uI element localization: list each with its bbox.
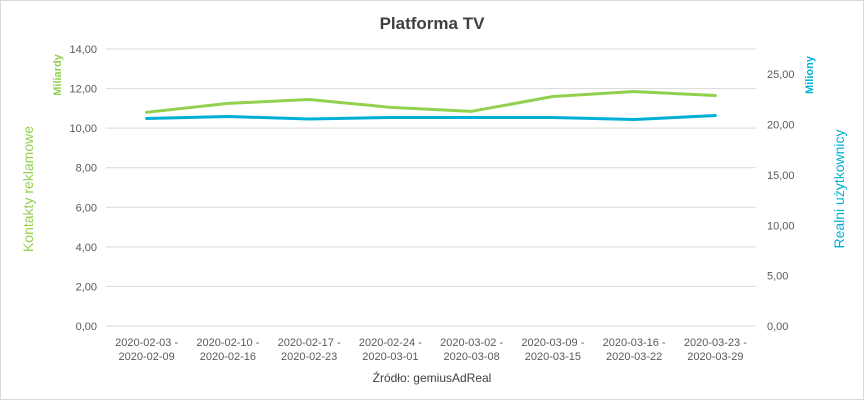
y-right-tick-label: 5,00 (767, 271, 788, 283)
y-right-tick-label: 25,00 (767, 69, 795, 81)
x-tick-label-line: 2020-03-16 - (603, 337, 666, 349)
series-line-right (145, 113, 717, 122)
x-tick-label-line: 2020-03-09 - (521, 337, 584, 349)
x-tick-label-line: 2020-02-23 (281, 351, 337, 363)
y-axis-right-ticks: 0,00 5,00 10,00 15,00 20,00 25,00 (767, 69, 795, 333)
x-tick-label: 2020-03-23 - 2020-03-29 (684, 337, 747, 363)
x-tick-label-line: 2020-03-29 (687, 351, 743, 363)
series-lines (145, 90, 717, 122)
gridlines (106, 48, 756, 327)
x-tick-label-line: 2020-03-01 (362, 351, 418, 363)
x-tick-label-line: 2020-03-23 - (684, 337, 747, 349)
x-tick-label: 2020-03-02 - 2020-03-08 (440, 337, 503, 363)
y-right-tick-label: 10,00 (767, 220, 795, 232)
y-right-tick-label: 15,00 (767, 170, 795, 182)
y-left-tick-label: 12,00 (69, 84, 97, 96)
x-tick-label-line: 2020-02-17 - (278, 337, 341, 349)
x-tick-label-line: 2020-03-15 (525, 351, 581, 363)
x-tick-label-line: 2020-02-03 - (115, 337, 178, 349)
x-tick-label: 2020-02-24 - 2020-03-01 (359, 337, 422, 363)
y-left-tick-label: 4,00 (76, 242, 97, 254)
x-tick-label: 2020-02-03 - 2020-02-09 (115, 337, 178, 363)
x-tick-label: 2020-03-09 - 2020-03-15 (521, 337, 584, 363)
y-left-tick-label: 2,00 (76, 281, 97, 293)
x-tick-label-line: 2020-03-02 - (440, 337, 503, 349)
y-right-tick-label: 20,00 (767, 120, 795, 132)
y-left-tick-label: 8,00 (76, 163, 97, 175)
chart-title: Platforma TV (380, 14, 486, 33)
y-left-tick-label: 14,00 (69, 44, 97, 56)
y-right-tick-label: 0,00 (767, 321, 788, 333)
x-tick-label-line: 2020-02-09 (118, 351, 174, 363)
y-axis-right-label: Realni użytkownicy (831, 129, 847, 248)
y-axis-left-ticks: 0,00 2,00 4,00 6,00 8,00 10,00 12,00 14,00 (69, 44, 97, 333)
x-tick-label-line: 2020-02-10 - (196, 337, 259, 349)
x-tick-label-line: 2020-02-24 - (359, 337, 422, 349)
y-axis-right-unit: Miliony (804, 55, 816, 94)
x-tick-label: 2020-02-10 - 2020-02-16 (196, 337, 259, 363)
x-tick-label: 2020-02-17 - 2020-02-23 (278, 337, 341, 363)
y-left-tick-label: 0,00 (76, 321, 97, 333)
x-tick-label: 2020-03-16 - 2020-03-22 (603, 337, 666, 363)
y-left-tick-label: 6,00 (76, 202, 97, 214)
series-line-left (145, 90, 717, 114)
y-axis-left-label: Kontakty reklamowe (20, 126, 36, 252)
y-axis-left-unit: Miliardy (52, 53, 64, 95)
x-tick-label-line: 2020-02-16 (200, 351, 256, 363)
x-tick-label-line: 2020-03-08 (443, 351, 499, 363)
x-tick-label-line: 2020-03-22 (606, 351, 662, 363)
y-left-tick-label: 10,00 (69, 123, 97, 135)
source-note: Źródło: gemiusAdReal (373, 370, 492, 385)
